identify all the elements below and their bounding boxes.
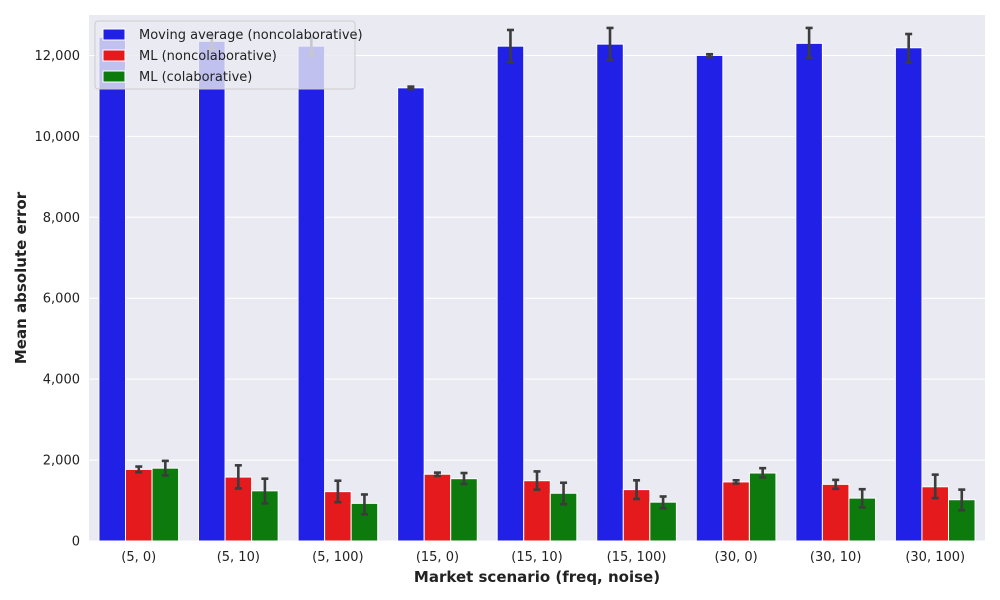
error-bar [261, 477, 269, 505]
x-tick-label: (5, 10) [217, 550, 260, 565]
error-bar [759, 466, 767, 479]
error-bar [533, 470, 541, 491]
error-bar [606, 26, 614, 62]
bar-1 [894, 47, 923, 542]
legend-label: ML (colaborative) [139, 70, 252, 85]
error-bar [858, 487, 866, 509]
error-bar [360, 493, 368, 516]
bar-2 [821, 483, 850, 542]
legend-box [94, 20, 356, 90]
error-bar [958, 488, 966, 512]
x-tick-label: (15, 10) [511, 550, 563, 565]
error-bar [732, 479, 740, 485]
bar-1 [695, 54, 724, 542]
error-bar [832, 478, 840, 491]
error-bar [506, 28, 514, 64]
bar-1 [397, 87, 425, 542]
error-bar [633, 479, 641, 501]
bar-2 [125, 468, 153, 542]
bar-2 [324, 491, 352, 542]
y-tick-label: 10,000 [35, 130, 81, 145]
bar-1 [596, 43, 624, 542]
bar-1 [297, 45, 326, 542]
bar-3 [450, 478, 478, 542]
y-tick-label: 0 [72, 535, 80, 550]
x-tick-labels: (5, 0) (5, 10) (5, 100) (15, 0) (15, 10) (15,… [121, 550, 965, 565]
bar-2 [423, 473, 452, 542]
bar-3 [748, 472, 777, 542]
bar-2 [722, 481, 750, 542]
x-tick-label: (30, 100) [905, 550, 965, 565]
bars [98, 36, 976, 542]
error-bar [135, 465, 143, 474]
error-bar [460, 471, 468, 486]
legend-swatch [102, 70, 126, 83]
bar-3 [151, 467, 180, 542]
error-bar [931, 473, 939, 500]
y-tick-label: 6,000 [43, 292, 80, 307]
plot-background [89, 15, 985, 541]
bar-1 [198, 40, 226, 542]
x-axis-title: Market scenario (freq, noise) [414, 568, 660, 586]
error-bar [407, 85, 415, 91]
error-bar [334, 479, 342, 504]
x-tick-label: (5, 0) [121, 550, 156, 565]
y-tick-label: 4,000 [43, 373, 80, 388]
legend-swatch [102, 28, 126, 41]
x-tick-label: (15, 0) [416, 550, 459, 565]
error-bar [560, 481, 568, 506]
y-tick-labels: 0 2,000 4,000 6,000 8,000 10,000 12,000 [35, 49, 81, 550]
error-bar [905, 32, 913, 65]
x-tick-label: (5, 100) [312, 550, 364, 565]
y-tick-label: 12,000 [35, 49, 81, 64]
y-tick-label: 2,000 [43, 454, 80, 469]
error-bar [805, 26, 813, 60]
bar-1 [496, 45, 525, 542]
x-tick-label: (30, 10) [810, 550, 862, 565]
error-bar [433, 471, 441, 478]
x-tick-label: (30, 0) [714, 550, 757, 565]
legend-swatch [102, 49, 126, 62]
y-axis-title: Mean absolute error [12, 191, 30, 364]
error-bar [234, 464, 242, 490]
legend-label: ML (noncolaborative) [139, 49, 277, 64]
y-tick-label: 8,000 [43, 211, 80, 226]
error-bar [659, 495, 667, 510]
bar-1 [98, 36, 127, 542]
error-bar [161, 459, 169, 477]
legend: Moving average (noncolaborative) ML (nonc… [94, 20, 363, 90]
legend-label: Moving average (noncolaborative) [139, 28, 363, 43]
error-bar [706, 52, 714, 59]
bar-1 [795, 42, 823, 542]
x-tick-label: (15, 100) [607, 550, 667, 565]
